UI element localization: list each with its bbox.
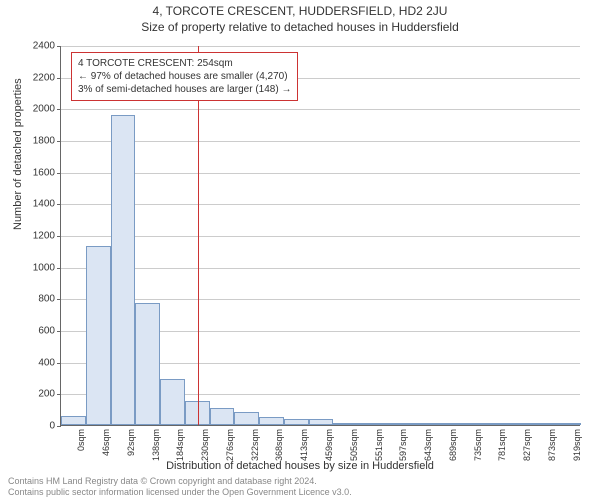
grid-line <box>61 299 580 300</box>
chart-area: 0200400600800100012001400160018002000220… <box>60 46 580 426</box>
x-tick-label: 46sqm <box>101 429 111 456</box>
x-tick-label: 0sqm <box>76 429 86 451</box>
y-tick-label: 1000 <box>33 262 55 273</box>
y-tick-label: 2000 <box>33 104 55 115</box>
grid-line <box>61 46 580 47</box>
grid-line <box>61 268 580 269</box>
x-tick-label: 413sqm <box>299 429 309 461</box>
plot-region: 0200400600800100012001400160018002000220… <box>60 46 580 426</box>
histogram-bar <box>333 423 358 425</box>
histogram-bar <box>259 417 284 425</box>
histogram-bar <box>482 423 507 425</box>
y-tick-label: 2400 <box>33 41 55 52</box>
x-tick-label: 597sqm <box>398 429 408 461</box>
y-tick-mark <box>57 426 61 427</box>
x-tick-label: 873sqm <box>547 429 557 461</box>
y-tick-label: 1600 <box>33 167 55 178</box>
x-tick-label: 92sqm <box>126 429 136 456</box>
y-tick-label: 400 <box>38 357 55 368</box>
grid-line <box>61 141 580 142</box>
reference-line <box>198 46 199 425</box>
grid-line <box>61 204 580 205</box>
histogram-bar <box>111 115 136 425</box>
grid-line <box>61 109 580 110</box>
x-tick-label: 368sqm <box>274 429 284 461</box>
histogram-bar <box>457 423 482 425</box>
y-axis-label: Number of detached properties <box>12 78 24 230</box>
grid-line <box>61 173 580 174</box>
x-tick-label: 689sqm <box>448 429 458 461</box>
histogram-bar <box>432 423 457 425</box>
x-tick-label: 184sqm <box>175 429 185 461</box>
y-tick-label: 200 <box>38 389 55 400</box>
x-tick-label: 276sqm <box>225 429 235 461</box>
histogram-bar <box>284 419 309 425</box>
x-tick-label: 827sqm <box>522 429 532 461</box>
x-tick-label: 138sqm <box>151 429 161 461</box>
y-tick-label: 1400 <box>33 199 55 210</box>
annotation-box: 4 TORCOTE CRESCENT: 254sqm← 97% of detac… <box>71 52 298 101</box>
histogram-bar <box>556 423 581 425</box>
x-tick-label: 230sqm <box>200 429 210 461</box>
chart-title-line1: 4, TORCOTE CRESCENT, HUDDERSFIELD, HD2 2… <box>0 4 600 18</box>
histogram-bar <box>383 423 408 425</box>
footer-line1: Contains HM Land Registry data © Crown c… <box>8 476 352 487</box>
y-tick-label: 1200 <box>33 231 55 242</box>
histogram-bar <box>86 246 111 425</box>
histogram-bar <box>358 423 383 425</box>
annotation-line: 4 TORCOTE CRESCENT: 254sqm <box>78 57 291 70</box>
histogram-bar <box>531 423 556 425</box>
x-tick-label: 459sqm <box>324 429 334 461</box>
y-tick-label: 800 <box>38 294 55 305</box>
x-tick-label: 919sqm <box>572 429 582 461</box>
histogram-bar <box>234 412 259 425</box>
histogram-bar <box>309 419 334 425</box>
histogram-bar <box>61 416 86 426</box>
histogram-bar <box>135 303 160 425</box>
histogram-bar <box>408 423 433 425</box>
y-tick-label: 2200 <box>33 72 55 83</box>
x-tick-label: 551sqm <box>374 429 384 461</box>
grid-line <box>61 236 580 237</box>
histogram-bar <box>210 408 235 425</box>
footer-line2: Contains public sector information licen… <box>8 487 352 498</box>
x-tick-label: 735sqm <box>473 429 483 461</box>
x-tick-label: 643sqm <box>423 429 433 461</box>
histogram-bar <box>507 423 532 425</box>
annotation-line: ← 97% of detached houses are smaller (4,… <box>78 70 291 83</box>
y-tick-label: 1800 <box>33 136 55 147</box>
annotation-line: 3% of semi-detached houses are larger (1… <box>78 83 291 96</box>
chart-title-line2: Size of property relative to detached ho… <box>0 20 600 34</box>
x-tick-label: 322sqm <box>250 429 260 461</box>
y-tick-label: 600 <box>38 326 55 337</box>
histogram-bar <box>160 379 185 425</box>
x-tick-label: 505sqm <box>349 429 359 461</box>
x-axis-label: Distribution of detached houses by size … <box>0 460 600 472</box>
y-tick-label: 0 <box>49 421 55 432</box>
chart-title-block: 4, TORCOTE CRESCENT, HUDDERSFIELD, HD2 2… <box>0 0 600 34</box>
x-tick-label: 781sqm <box>497 429 507 461</box>
footer-attribution: Contains HM Land Registry data © Crown c… <box>8 476 352 498</box>
